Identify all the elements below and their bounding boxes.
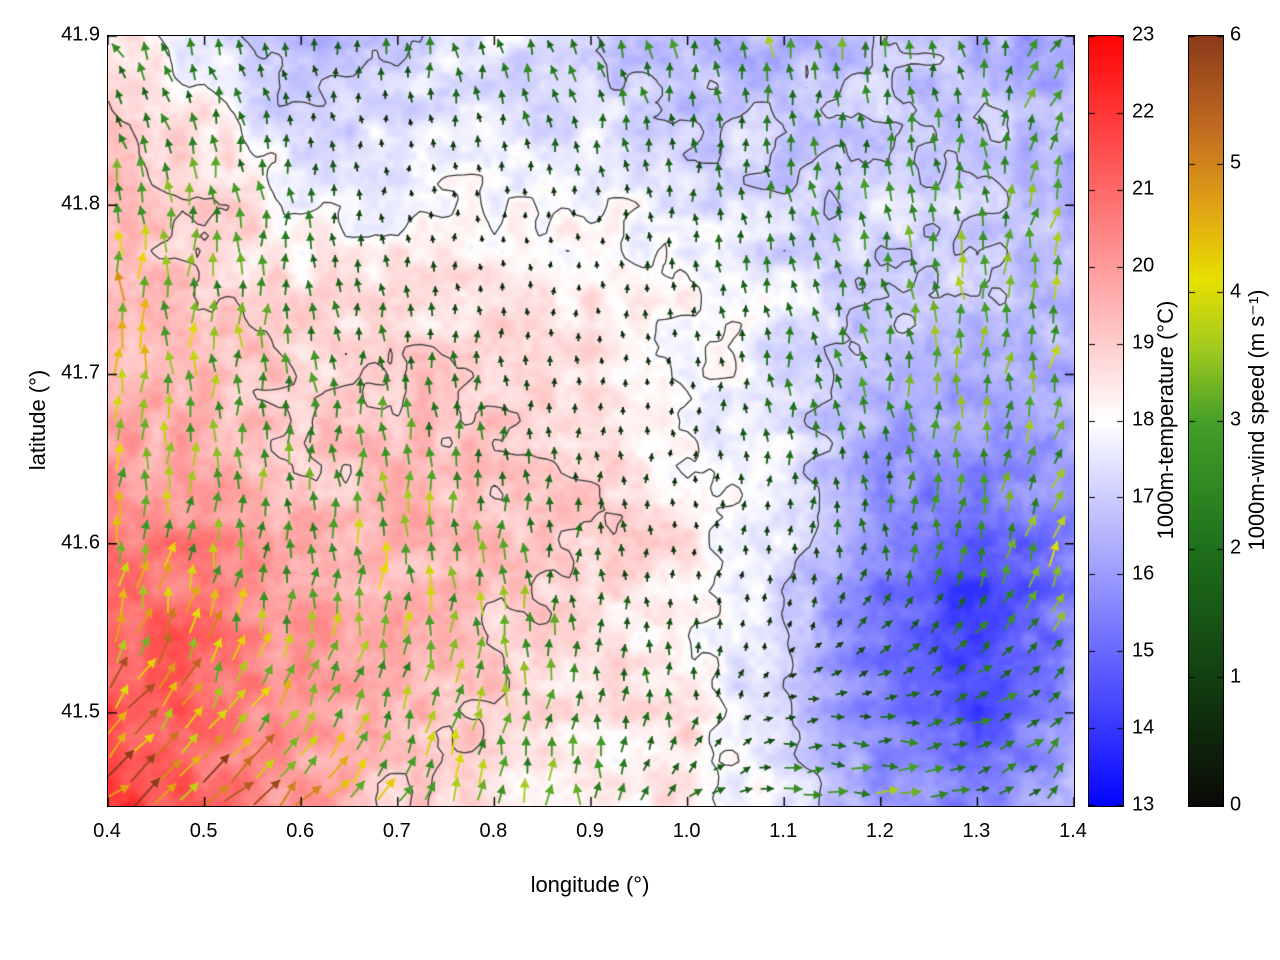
temperature-colorbar-tick-label: 14 <box>1132 716 1155 739</box>
x-tick-label: 0.4 <box>93 820 121 842</box>
temperature-colorbar-tick-label: 22 <box>1132 100 1155 123</box>
temperature-wind-map-canvas <box>107 35 1075 807</box>
wind-colorbar-tick-label: 3 <box>1230 408 1242 431</box>
y-tick-label: 41.8 <box>61 192 100 215</box>
temperature-colorbar-tick-label: 17 <box>1132 485 1155 508</box>
temperature-colorbar-tick-label: 15 <box>1132 639 1155 662</box>
temperature-colorbar-label: 1000m-temperature (°C) <box>1153 300 1178 540</box>
x-tick-label: 0.7 <box>382 820 411 842</box>
x-tick-label: 0.6 <box>286 820 315 842</box>
y-tick-label: 41.6 <box>61 531 100 554</box>
y-tick-label: 41.9 <box>61 23 100 46</box>
y-tick-label: 41.5 <box>61 700 100 723</box>
x-axis-label: longitude (°) <box>530 872 650 897</box>
x-tick-label: 0.9 <box>576 820 604 842</box>
temperature-colorbar-tick-label: 21 <box>1132 177 1155 200</box>
x-tick-label: 0.5 <box>189 820 218 842</box>
x-tick-label: 1.3 <box>962 820 991 842</box>
temperature-colorbar-tick-label: 13 <box>1132 793 1155 816</box>
wind-colorbar-tick-label: 1 <box>1230 665 1242 688</box>
temperature-colorbar <box>1088 35 1124 807</box>
temperature-colorbar-tick-label: 23 <box>1132 23 1155 46</box>
temperature-colorbar-tick-label: 16 <box>1132 562 1155 585</box>
wind-colorbar-label: 1000m-wind speed (m s⁻¹) <box>1244 289 1269 551</box>
temperature-colorbar-tick-label: 20 <box>1132 254 1155 277</box>
wind-colorbar-tick-label: 6 <box>1230 23 1242 46</box>
x-tick-label: 0.8 <box>479 820 508 842</box>
y-tick-label: 41.7 <box>61 361 100 384</box>
x-tick-label: 1.4 <box>1059 820 1087 842</box>
wind-colorbar <box>1188 35 1224 807</box>
wind-colorbar-tick-label: 4 <box>1230 280 1242 303</box>
x-tick-label: 1.2 <box>865 820 894 842</box>
x-tick-label: 1.1 <box>769 820 798 842</box>
wind-colorbar-tick-label: 0 <box>1230 793 1242 816</box>
temperature-colorbar-tick-label: 19 <box>1132 331 1155 354</box>
wind-colorbar-tick-label: 5 <box>1230 151 1242 174</box>
x-tick-label: 1.0 <box>672 820 701 842</box>
y-axis-label: latitude (°) <box>25 369 50 471</box>
temperature-colorbar-tick-label: 18 <box>1132 408 1155 431</box>
wind-colorbar-tick-label: 2 <box>1230 536 1242 559</box>
